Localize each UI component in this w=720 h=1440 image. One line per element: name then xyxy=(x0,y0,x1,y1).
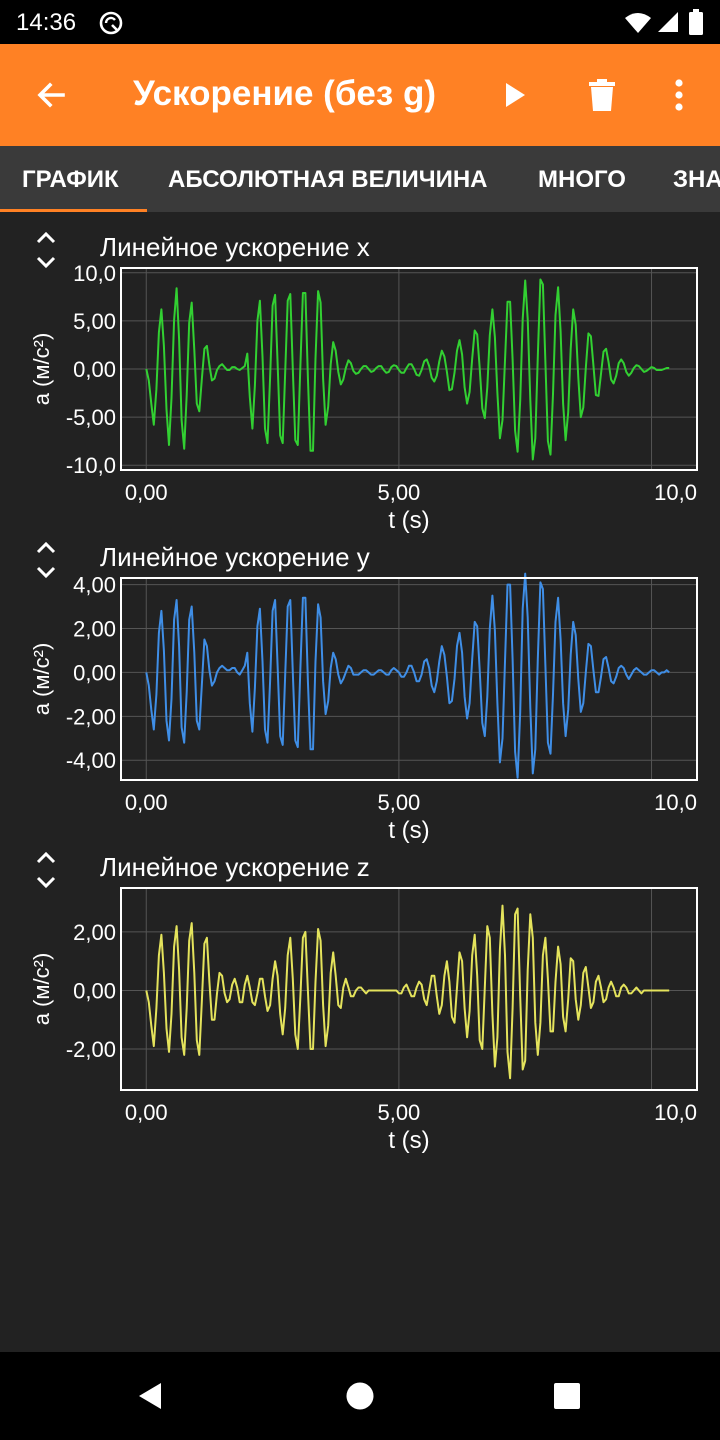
back-triangle-icon xyxy=(139,1383,161,1409)
y-tick-label: 2,00 xyxy=(73,920,116,945)
series-line xyxy=(145,278,670,461)
y-tick-label: 0,00 xyxy=(73,978,116,1003)
x-tick-label: 0,00 xyxy=(125,790,168,815)
status-time: 14:36 xyxy=(16,9,77,36)
unfold-icon xyxy=(36,541,56,579)
chart-title: Линейное ускорение y xyxy=(100,542,370,572)
y-tick-label: -10,0 xyxy=(66,453,116,478)
tab-values[interactable]: ЗНА xyxy=(673,166,720,193)
x-tick-label: 5,00 xyxy=(377,480,420,505)
x-tick-label: 5,00 xyxy=(377,1100,420,1125)
y-tick-label: 10,0 xyxy=(73,261,116,286)
sync-badge-icon xyxy=(99,11,123,35)
y-tick-label: 5,00 xyxy=(73,309,116,334)
x-tick-label: 0,00 xyxy=(125,480,168,505)
more-vert-icon xyxy=(675,79,683,111)
x-axis-label: t (s) xyxy=(388,817,429,844)
y-axis-label: a (м/с²) xyxy=(29,333,54,406)
expand-chart-y-button[interactable] xyxy=(30,538,62,582)
app-toolbar: Ускорение (без g) xyxy=(0,44,720,146)
chart-panel-z: 2,00 0,00 -2,00 0,00 5,00 10,0 t (s) a (м/с²) Л… xyxy=(0,851,720,1162)
plot-frame xyxy=(120,267,698,471)
nav-recents-button[interactable] xyxy=(545,1374,589,1418)
status-bar: 14:36 xyxy=(0,0,720,44)
y-axis-label: a (м/с²) xyxy=(29,953,54,1026)
y-tick-label: 4,00 xyxy=(73,573,116,598)
recents-square-icon xyxy=(554,1383,580,1409)
more-options-button[interactable] xyxy=(655,71,703,119)
nav-home-button[interactable] xyxy=(338,1374,382,1418)
y-axis-label: a (м/с²) xyxy=(29,643,54,716)
plot-frame xyxy=(120,577,698,781)
chart-z: 2,00 0,00 -2,00 0,00 5,00 10,0 t (s) a (м/с²) xyxy=(29,887,698,1154)
trash-icon xyxy=(589,79,615,111)
wifi-icon xyxy=(625,13,651,33)
tab-graph[interactable]: ГРАФИК xyxy=(22,166,119,193)
x-tick-label: 5,00 xyxy=(377,790,420,815)
chart-panel-y: 4,00 2,00 0,00 -2,00 -4,00 0,00 5,00 10,0 t (s) a… xyxy=(0,541,720,852)
unfold-icon xyxy=(36,231,56,269)
y-tick-label: -4,00 xyxy=(66,748,116,773)
play-button[interactable] xyxy=(491,71,539,119)
signal-icon xyxy=(658,12,678,32)
y-tick-label: 0,00 xyxy=(73,357,116,382)
y-tick-label: -2,00 xyxy=(66,1037,116,1062)
unfold-icon xyxy=(36,851,56,889)
series-line xyxy=(145,572,670,779)
chart-y: 4,00 2,00 0,00 -2,00 -4,00 0,00 5,00 10,0 t (s) a… xyxy=(29,572,698,844)
play-icon xyxy=(506,83,525,107)
battery-icon xyxy=(689,9,703,35)
tab-multi[interactable]: МНОГО xyxy=(538,166,626,193)
x-axis-label: t (s) xyxy=(388,507,429,534)
x-tick-label: 10,0 xyxy=(654,1100,697,1125)
home-circle-icon xyxy=(346,1382,374,1410)
delete-button[interactable] xyxy=(578,71,626,119)
back-button[interactable] xyxy=(27,71,75,119)
x-tick-label: 10,0 xyxy=(654,790,697,815)
chart-title: Линейное ускорение z xyxy=(100,852,370,882)
page-title: Ускорение (без g) xyxy=(133,74,437,113)
chart-panel-x: 10,0 5,00 0,00 -5,00 -10,0 0,00 5,00 10,0 t (s) a… xyxy=(0,231,720,542)
expand-chart-x-button[interactable] xyxy=(30,228,62,272)
chart-title: Линейное ускорение x xyxy=(100,232,370,262)
y-tick-label: 0,00 xyxy=(73,660,116,685)
nav-bar xyxy=(0,1352,720,1440)
plot-frame xyxy=(120,887,698,1091)
tab-absolute-value[interactable]: АБСОЛЮТНАЯ ВЕЛИЧИНА xyxy=(168,166,488,193)
y-tick-label: -5,00 xyxy=(66,405,116,430)
back-arrow-icon xyxy=(37,82,65,108)
series-line xyxy=(145,904,670,1080)
y-tick-label: -2,00 xyxy=(66,704,116,729)
expand-chart-z-button[interactable] xyxy=(30,848,62,892)
x-tick-label: 0,00 xyxy=(125,1100,168,1125)
y-tick-label: 2,00 xyxy=(73,617,116,642)
tab-bar: ГРАФИК АБСОЛЮТНАЯ ВЕЛИЧИНА МНОГО ЗНА xyxy=(0,146,720,212)
x-tick-label: 10,0 xyxy=(654,480,697,505)
chart-x: 10,0 5,00 0,00 -5,00 -10,0 0,00 5,00 10,0 t (s) a… xyxy=(29,261,698,534)
tab-selected-indicator xyxy=(0,209,147,212)
nav-back-button[interactable] xyxy=(128,1374,172,1418)
x-axis-label: t (s) xyxy=(388,1127,429,1154)
